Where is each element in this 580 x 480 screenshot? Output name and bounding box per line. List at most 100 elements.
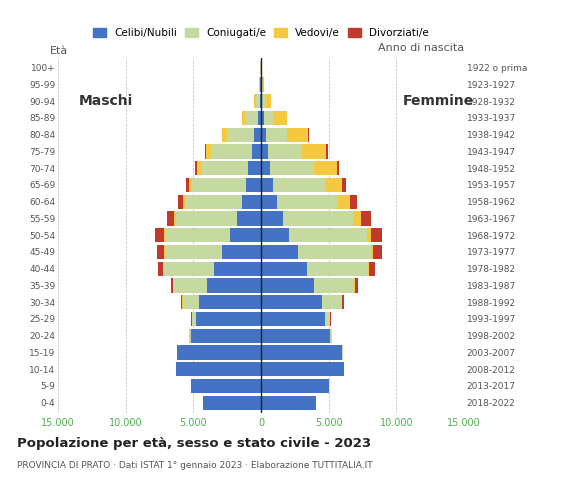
Bar bbox=[273, 111, 287, 125]
Bar bbox=[261, 94, 262, 108]
Bar bbox=[350, 194, 357, 209]
Bar bbox=[181, 295, 183, 309]
Bar bbox=[314, 161, 337, 175]
Bar bbox=[261, 144, 268, 158]
Bar bbox=[367, 228, 371, 242]
Bar bbox=[203, 396, 261, 410]
Bar bbox=[185, 194, 242, 209]
Bar bbox=[261, 396, 317, 410]
Bar bbox=[192, 312, 196, 326]
Bar bbox=[262, 94, 266, 108]
Bar bbox=[155, 228, 164, 242]
Bar bbox=[288, 128, 307, 142]
Bar bbox=[199, 295, 261, 309]
Bar bbox=[361, 211, 371, 226]
Bar bbox=[245, 111, 258, 125]
Bar bbox=[261, 329, 330, 343]
Bar bbox=[261, 312, 325, 326]
Bar bbox=[342, 178, 346, 192]
Bar bbox=[191, 379, 261, 393]
Bar bbox=[261, 228, 289, 242]
Bar bbox=[338, 194, 350, 209]
Bar bbox=[270, 161, 314, 175]
Text: PROVINCIA DI PRATO · Dati ISTAT 1° gennaio 2023 · Elaborazione TUTTITALIA.IT: PROVINCIA DI PRATO · Dati ISTAT 1° genna… bbox=[17, 461, 373, 470]
Bar bbox=[242, 194, 261, 209]
Bar bbox=[222, 128, 223, 142]
Bar bbox=[157, 245, 164, 259]
Bar bbox=[256, 94, 260, 108]
Bar bbox=[207, 278, 261, 293]
Bar bbox=[261, 194, 277, 209]
Bar bbox=[254, 128, 261, 142]
Bar bbox=[326, 144, 328, 158]
Bar bbox=[330, 329, 332, 343]
Bar bbox=[268, 144, 302, 158]
Bar bbox=[261, 161, 270, 175]
Bar bbox=[261, 295, 322, 309]
Bar bbox=[273, 178, 325, 192]
Legend: Celibi/Nubili, Coniugati/e, Vedovi/e, Divorziati/e: Celibi/Nubili, Coniugati/e, Vedovi/e, Di… bbox=[89, 24, 433, 42]
Bar bbox=[206, 144, 211, 158]
Bar bbox=[261, 178, 273, 192]
Bar bbox=[196, 312, 261, 326]
Bar bbox=[177, 194, 183, 209]
Bar bbox=[222, 245, 261, 259]
Bar bbox=[177, 346, 261, 360]
Bar bbox=[230, 228, 261, 242]
Bar bbox=[254, 94, 256, 108]
Bar bbox=[369, 262, 375, 276]
Bar bbox=[261, 77, 262, 92]
Bar bbox=[374, 245, 382, 259]
Bar bbox=[266, 94, 271, 108]
Bar bbox=[325, 178, 342, 192]
Bar bbox=[227, 128, 254, 142]
Bar bbox=[261, 362, 343, 376]
Bar bbox=[174, 211, 176, 226]
Bar bbox=[282, 211, 353, 226]
Bar bbox=[252, 144, 261, 158]
Text: Popolazione per età, sesso e stato civile - 2023: Popolazione per età, sesso e stato civil… bbox=[17, 437, 372, 450]
Bar bbox=[261, 379, 329, 393]
Bar bbox=[164, 245, 165, 259]
Bar bbox=[325, 312, 330, 326]
Bar bbox=[259, 77, 260, 92]
Bar bbox=[164, 228, 165, 242]
Bar bbox=[191, 329, 261, 343]
Bar bbox=[266, 128, 288, 142]
Bar bbox=[261, 278, 314, 293]
Bar bbox=[322, 295, 342, 309]
Bar bbox=[261, 346, 342, 360]
Bar bbox=[261, 211, 282, 226]
Bar bbox=[353, 211, 361, 226]
Bar bbox=[195, 161, 197, 175]
Bar bbox=[258, 111, 261, 125]
Bar bbox=[260, 77, 261, 92]
Bar bbox=[261, 245, 298, 259]
Text: Anno di nascita: Anno di nascita bbox=[378, 43, 464, 53]
Bar bbox=[342, 295, 344, 309]
Bar bbox=[261, 111, 264, 125]
Bar bbox=[165, 245, 222, 259]
Bar bbox=[183, 295, 199, 309]
Bar bbox=[205, 144, 206, 158]
Text: Femmine: Femmine bbox=[403, 94, 474, 108]
Bar bbox=[188, 178, 192, 192]
Bar bbox=[211, 144, 252, 158]
Bar bbox=[260, 94, 261, 108]
Bar bbox=[176, 362, 261, 376]
Bar bbox=[298, 245, 371, 259]
Bar bbox=[246, 178, 261, 192]
Bar bbox=[164, 262, 213, 276]
Bar bbox=[289, 228, 367, 242]
Bar bbox=[307, 262, 368, 276]
Bar bbox=[237, 211, 261, 226]
Bar bbox=[222, 128, 227, 142]
Bar bbox=[167, 211, 173, 226]
Bar bbox=[368, 262, 369, 276]
Bar bbox=[248, 161, 261, 175]
Bar bbox=[261, 262, 307, 276]
Bar bbox=[354, 278, 355, 293]
Bar bbox=[191, 312, 192, 326]
Bar bbox=[262, 77, 263, 92]
Bar bbox=[192, 178, 246, 192]
